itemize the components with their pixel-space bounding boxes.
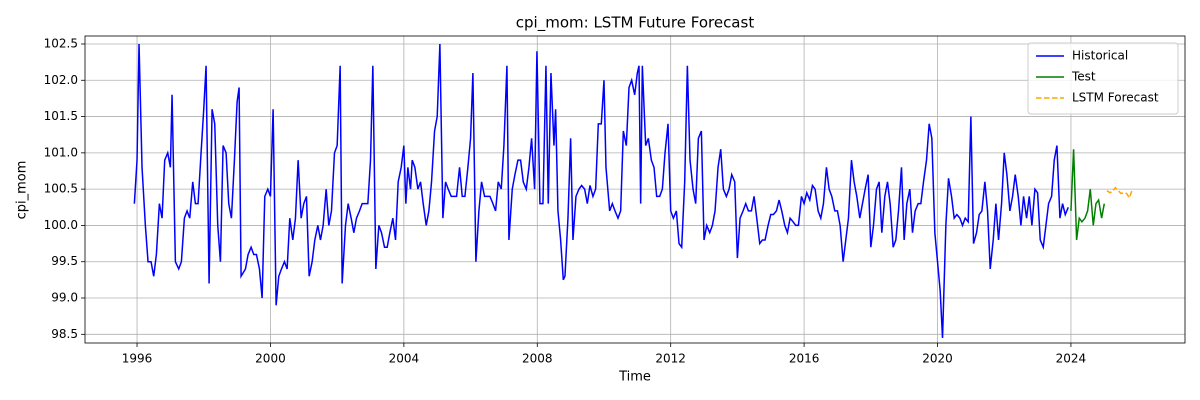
x-axis-label: Time [618, 370, 651, 385]
plot-frame [84, 35, 1186, 344]
x-tick-label: 1996 [122, 352, 153, 366]
y-tick-label: 98.5 [51, 327, 78, 341]
series-line [1106, 186, 1133, 200]
legend-box [1027, 42, 1179, 115]
y-axis-label: cpi_mom [15, 161, 30, 220]
legend-label: Historical [1072, 49, 1128, 63]
y-tick-label: 99.0 [51, 291, 78, 305]
y-tick-label: 100.5 [44, 182, 78, 196]
x-tick-label: 2012 [655, 352, 686, 366]
y-tick-label: 101.5 [44, 109, 78, 123]
legend-label: LSTM Forecast [1072, 91, 1159, 105]
y-tick-label: 102.0 [44, 73, 78, 87]
series-line [1070, 149, 1106, 241]
legend-label: Test [1071, 70, 1096, 84]
x-tick-label: 2020 [922, 352, 953, 366]
chart-title: cpi_mom: LSTM Future Forecast [516, 14, 755, 33]
series-line [133, 43, 1069, 338]
y-tick-label: 100.0 [44, 218, 78, 232]
x-tick-label: 2024 [1056, 352, 1087, 366]
y-tick-label: 99.5 [51, 254, 78, 268]
x-tick-label: 2008 [522, 352, 553, 366]
y-tick-label: 102.5 [44, 36, 78, 50]
y-tick-label: 101.0 [44, 145, 78, 159]
x-tick-label: 2000 [255, 352, 286, 366]
x-tick-label: 2016 [789, 352, 820, 366]
x-tick-label: 2004 [389, 352, 420, 366]
